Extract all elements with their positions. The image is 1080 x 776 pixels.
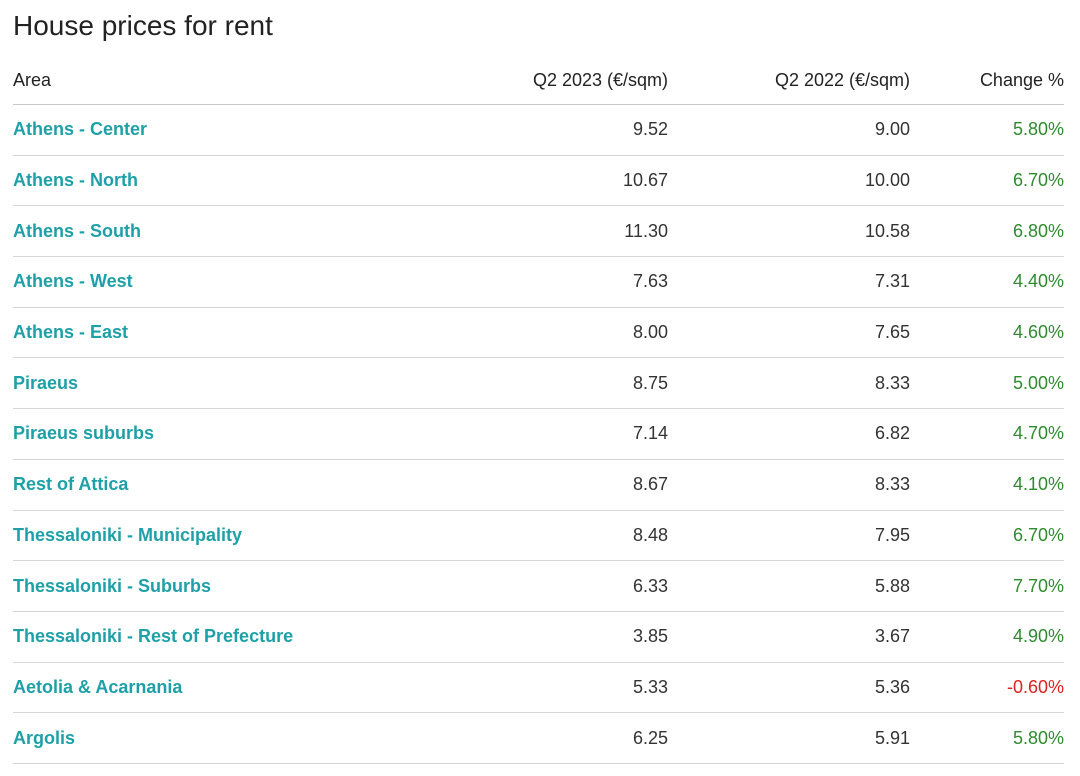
change-value: 6.70% xyxy=(910,155,1064,207)
q2-2023-value: 6.33 xyxy=(433,560,668,612)
area-link[interactable]: Argolis xyxy=(13,712,433,764)
change-value: 5.80% xyxy=(910,104,1064,156)
area-link[interactable]: Athens - Center xyxy=(13,104,433,156)
area-link[interactable]: Athens - East xyxy=(13,307,433,359)
q2-2023-value: 7.63 xyxy=(433,256,668,308)
q2-2022-value: 8.33 xyxy=(668,459,910,511)
q2-2022-value: 7.65 xyxy=(668,307,910,359)
q2-2022-value: 8.33 xyxy=(668,357,910,410)
change-value: 5.80% xyxy=(910,712,1064,764)
change-value: 4.70% xyxy=(910,408,1064,460)
table-row: Piraeus 8.75 8.33 5.00% xyxy=(13,357,1064,410)
table-row: Athens - West 7.63 7.31 4.40% xyxy=(13,256,1064,308)
change-value: 6.70% xyxy=(910,510,1064,562)
area-link[interactable]: Piraeus suburbs xyxy=(13,408,433,460)
table-header-row: Area Q2 2023 (€/sqm) Q2 2022 (€/sqm) Cha… xyxy=(13,56,1064,105)
area-link[interactable]: Piraeus xyxy=(13,357,433,410)
table-row: Rest of Attica 8.67 8.33 4.10% xyxy=(13,459,1064,511)
change-value: 5.00% xyxy=(910,357,1064,410)
q2-2022-value: 6.82 xyxy=(668,408,910,460)
area-link[interactable]: Thessaloniki - Municipality xyxy=(13,510,433,562)
table-row: Athens - East 8.00 7.65 4.60% xyxy=(13,307,1064,359)
table-row: Thessaloniki - Rest of Prefecture 3.85 3.6… xyxy=(13,611,1064,663)
change-value: -0.60% xyxy=(910,662,1064,714)
change-value: 4.90% xyxy=(910,611,1064,663)
table-row: Thessaloniki - Suburbs 6.33 5.88 7.70% xyxy=(13,560,1064,612)
table-row: Athens - Center 9.52 9.00 5.80% xyxy=(13,104,1064,156)
area-link[interactable]: Athens - South xyxy=(13,205,433,258)
q2-2022-value: 3.67 xyxy=(668,611,910,663)
q2-2023-value: 10.67 xyxy=(433,155,668,207)
area-link[interactable]: Thessaloniki - Rest of Prefecture xyxy=(13,611,433,663)
q2-2023-value: 11.30 xyxy=(433,205,668,258)
table-row: Thessaloniki - Municipality 8.48 7.95 6.70% xyxy=(13,510,1064,562)
area-link[interactable]: Athens - North xyxy=(13,155,433,207)
q2-2022-value: 5.88 xyxy=(668,560,910,612)
change-value: 6.80% xyxy=(910,205,1064,258)
q2-2023-value: 5.33 xyxy=(433,662,668,714)
area-link[interactable]: Aetolia & Acarnania xyxy=(13,662,433,714)
area-link[interactable]: Thessaloniki - Suburbs xyxy=(13,560,433,612)
column-header-q2-2023: Q2 2023 (€/sqm) xyxy=(433,56,668,105)
column-header-q2-2022: Q2 2022 (€/sqm) xyxy=(668,56,910,105)
q2-2023-value: 8.00 xyxy=(433,307,668,359)
table-body: Athens - Center 9.52 9.00 5.80% Athens - Nor… xyxy=(13,104,1064,764)
q2-2022-value: 7.31 xyxy=(668,256,910,308)
q2-2023-value: 3.85 xyxy=(433,611,668,663)
change-value: 4.40% xyxy=(910,256,1064,308)
table-row: Piraeus suburbs 7.14 6.82 4.70% xyxy=(13,408,1064,460)
q2-2023-value: 8.67 xyxy=(433,459,668,511)
q2-2023-value: 9.52 xyxy=(433,104,668,156)
q2-2022-value: 10.58 xyxy=(668,205,910,258)
change-value: 4.10% xyxy=(910,459,1064,511)
rent-prices-table: Area Q2 2023 (€/sqm) Q2 2022 (€/sqm) Cha… xyxy=(13,56,1064,764)
q2-2022-value: 5.91 xyxy=(668,712,910,764)
area-link[interactable]: Athens - West xyxy=(13,256,433,308)
q2-2022-value: 5.36 xyxy=(668,662,910,714)
q2-2023-value: 8.75 xyxy=(433,357,668,410)
table-row: Aetolia & Acarnania 5.33 5.36 -0.60% xyxy=(13,662,1064,714)
change-value: 7.70% xyxy=(910,560,1064,612)
column-header-area: Area xyxy=(13,56,433,105)
page-title: House prices for rent xyxy=(13,10,273,41)
table-row: Athens - North 10.67 10.00 6.70% xyxy=(13,155,1064,207)
q2-2023-value: 8.48 xyxy=(433,510,668,562)
q2-2022-value: 9.00 xyxy=(668,104,910,156)
area-link[interactable]: Rest of Attica xyxy=(13,459,433,511)
q2-2023-value: 7.14 xyxy=(433,408,668,460)
q2-2023-value: 6.25 xyxy=(433,712,668,764)
column-header-change: Change % xyxy=(910,56,1064,105)
change-value: 4.60% xyxy=(910,307,1064,359)
q2-2022-value: 7.95 xyxy=(668,510,910,562)
table-row: Argolis 6.25 5.91 5.80% xyxy=(13,712,1064,764)
q2-2022-value: 10.00 xyxy=(668,155,910,207)
table-row: Athens - South 11.30 10.58 6.80% xyxy=(13,205,1064,258)
